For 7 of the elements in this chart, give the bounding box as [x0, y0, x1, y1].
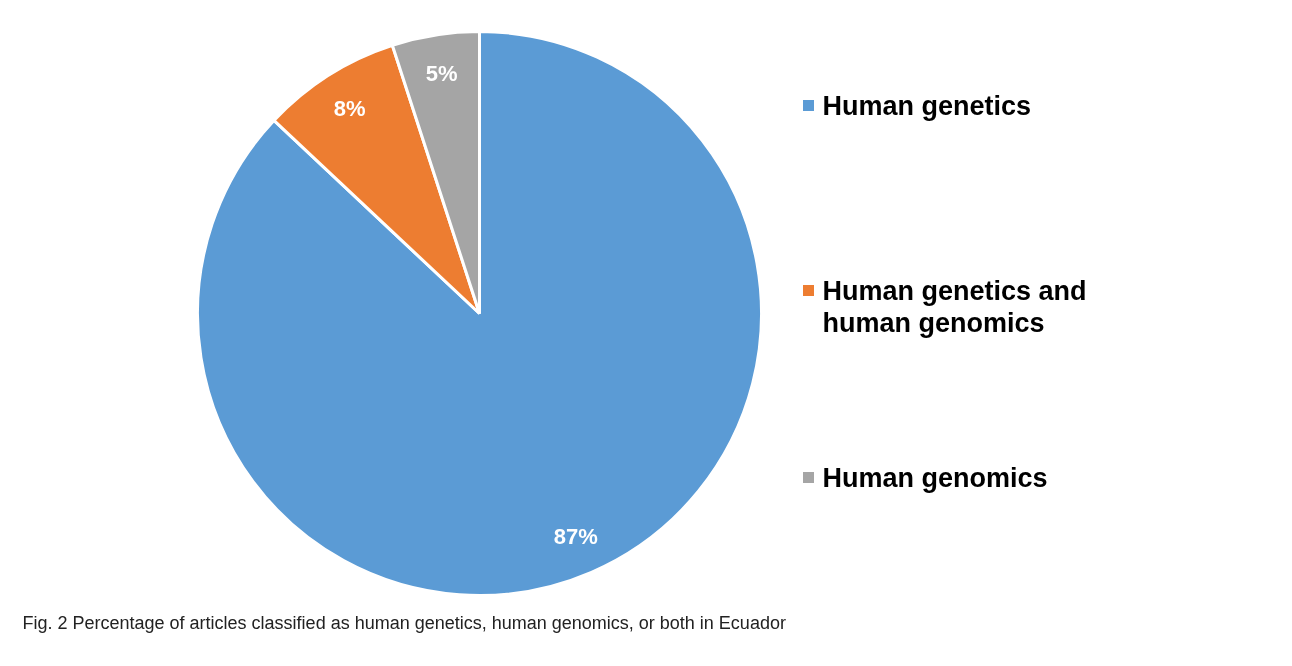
legend-label: Human genetics and human genomics [822, 275, 1087, 338]
caption: Fig. 2 Percentage of articles classified as human genetics, human genomics, or both in Ecuador [22, 612, 786, 633]
data-label: 87% [553, 523, 598, 549]
legend-label: Human genetics [822, 90, 1032, 121]
legend-label: Human genomics [822, 462, 1048, 493]
data-label: 5% [425, 61, 458, 87]
data-label: 8% [333, 96, 366, 122]
